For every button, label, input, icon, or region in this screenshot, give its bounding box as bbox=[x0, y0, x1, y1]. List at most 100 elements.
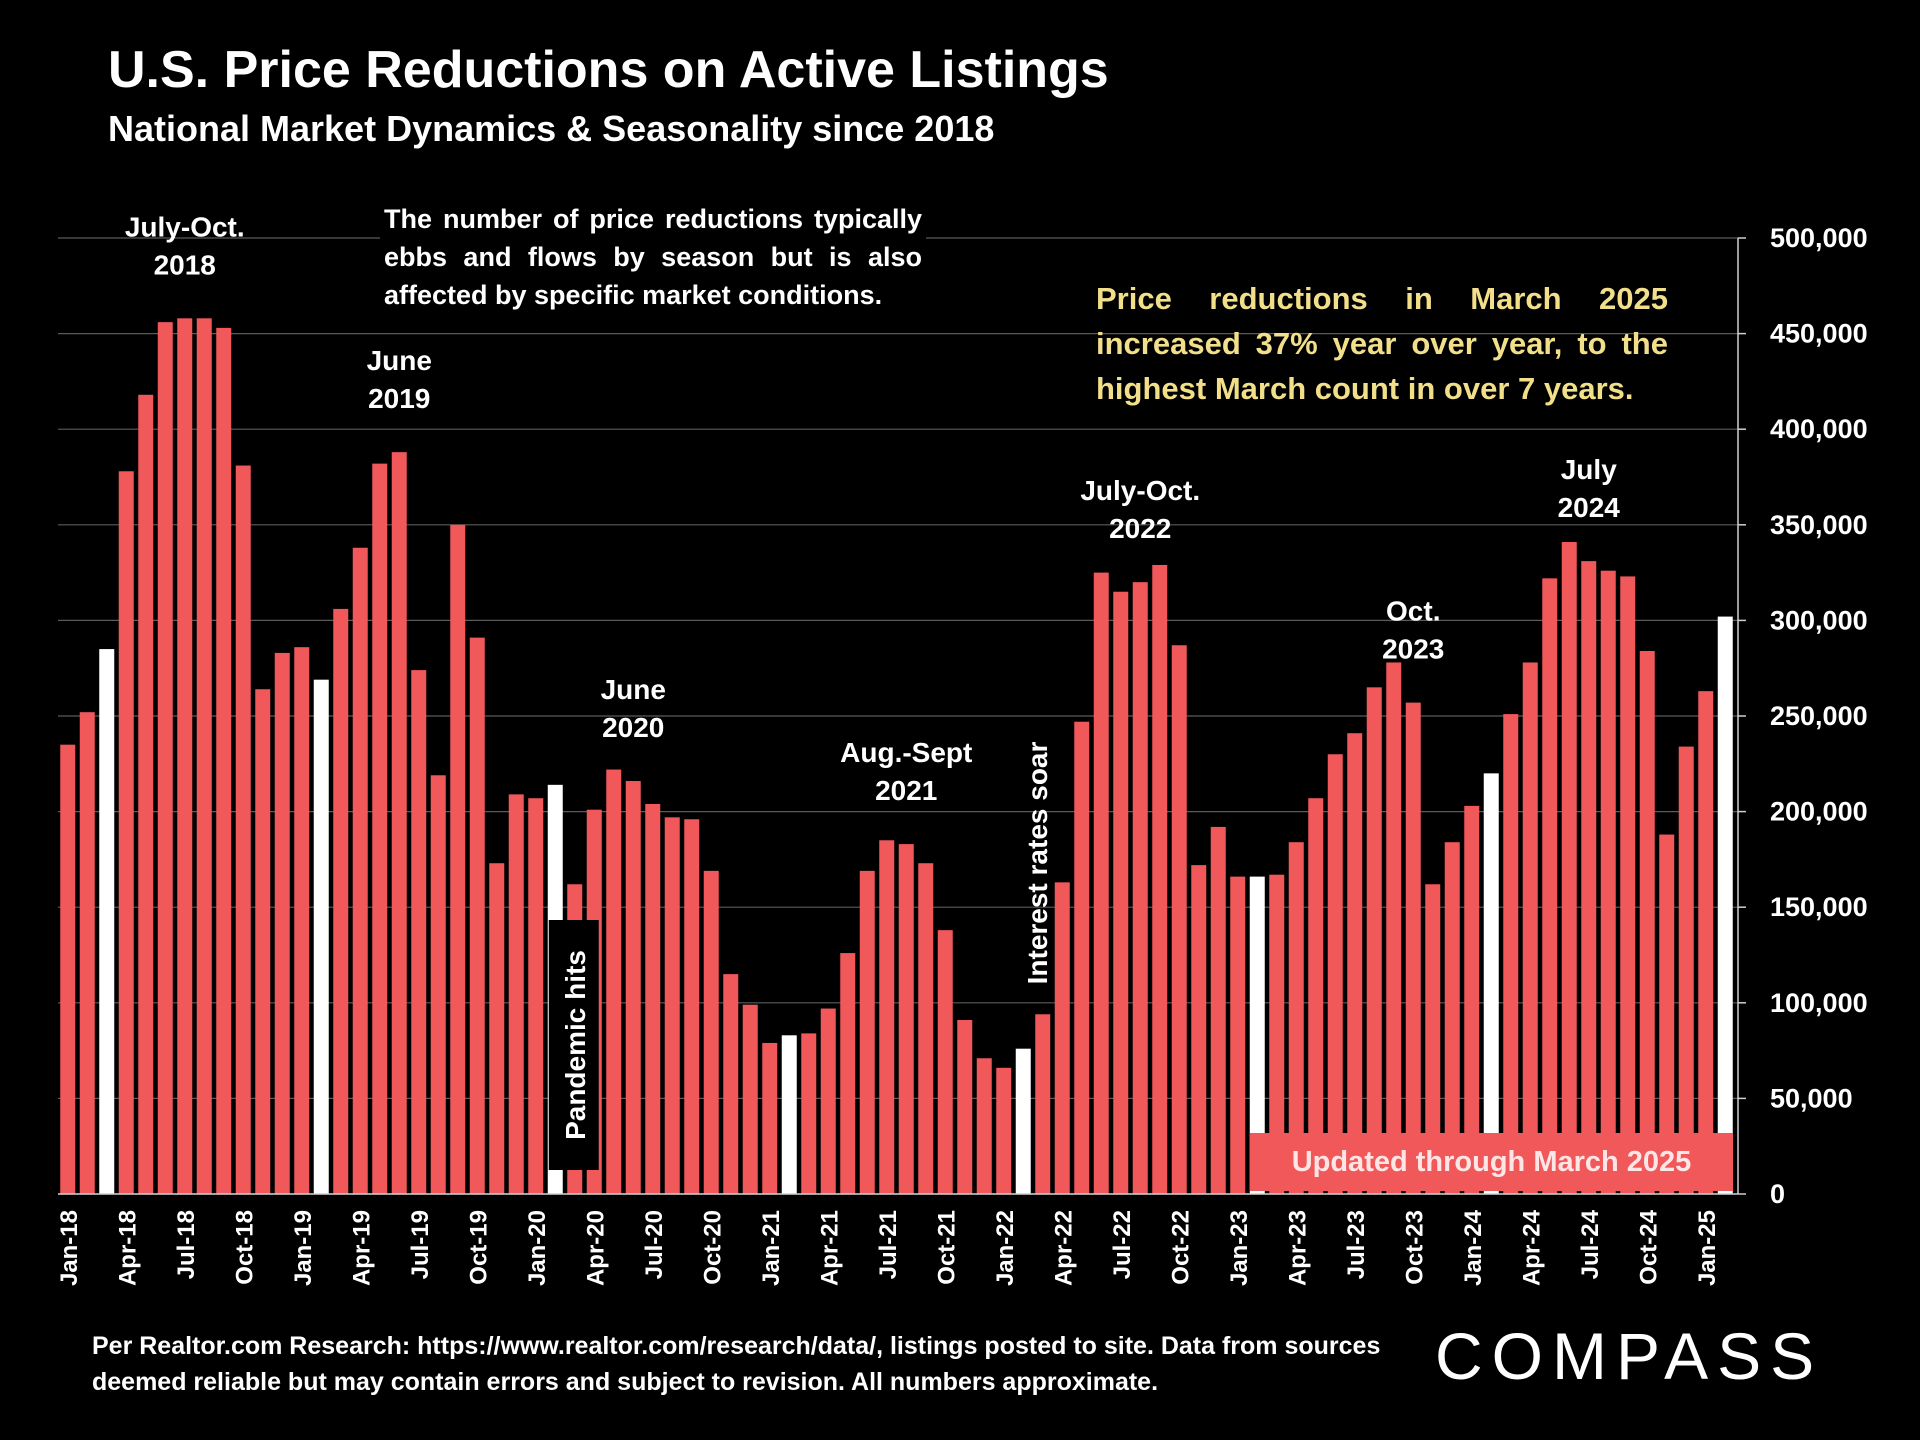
highlight-note: Price reductions in March 2025 increased… bbox=[1096, 281, 1668, 406]
bar bbox=[1717, 616, 1733, 1194]
bar bbox=[957, 1020, 973, 1194]
peak-callout: June 2019 bbox=[367, 345, 432, 414]
x-tick-label: Jan-20 bbox=[524, 1210, 551, 1286]
compass-logo: COMPASS bbox=[1435, 1319, 1824, 1393]
bar bbox=[976, 1058, 992, 1194]
y-tick-label: 150,000 bbox=[1770, 892, 1868, 922]
x-tick-label: Apr-21 bbox=[816, 1210, 843, 1286]
x-tick-label: Jul-21 bbox=[875, 1210, 902, 1279]
bar bbox=[1171, 645, 1187, 1194]
bar bbox=[313, 679, 329, 1194]
x-tick-label: Jul-23 bbox=[1343, 1210, 1370, 1279]
bar bbox=[1113, 591, 1129, 1194]
peak-callout: Oct. 2023 bbox=[1382, 596, 1444, 665]
bar bbox=[606, 769, 622, 1194]
x-tick-label: Jul-22 bbox=[1109, 1210, 1136, 1279]
bar bbox=[450, 524, 466, 1194]
bar bbox=[1620, 576, 1636, 1194]
bar bbox=[664, 817, 680, 1194]
bar bbox=[60, 744, 76, 1194]
bar bbox=[430, 775, 446, 1194]
bar bbox=[859, 870, 875, 1194]
bar bbox=[274, 652, 290, 1194]
x-tick-label: Oct-23 bbox=[1401, 1210, 1428, 1285]
bar bbox=[1210, 826, 1226, 1194]
x-tick-label: Oct-18 bbox=[231, 1210, 258, 1285]
bar bbox=[469, 637, 485, 1194]
peak-callout: July-Oct. 2018 bbox=[125, 211, 245, 280]
bar bbox=[1347, 733, 1363, 1194]
y-tick-label: 350,000 bbox=[1770, 510, 1868, 540]
bar bbox=[118, 471, 134, 1194]
bar bbox=[1327, 754, 1343, 1194]
bar bbox=[1542, 578, 1558, 1194]
bar bbox=[1561, 542, 1577, 1194]
bar bbox=[820, 1008, 836, 1194]
x-tick-label: Jan-23 bbox=[1226, 1210, 1253, 1286]
bar bbox=[1269, 874, 1285, 1194]
bar bbox=[235, 465, 251, 1194]
bar bbox=[1405, 702, 1421, 1194]
bar bbox=[1054, 882, 1070, 1194]
bar bbox=[1074, 721, 1090, 1194]
y-tick-label: 400,000 bbox=[1770, 414, 1868, 444]
bar bbox=[840, 953, 856, 1194]
bar bbox=[1386, 662, 1402, 1194]
bar bbox=[723, 974, 739, 1194]
bar bbox=[1035, 1014, 1051, 1194]
y-tick-label: 500,000 bbox=[1770, 223, 1868, 253]
bar bbox=[528, 798, 544, 1194]
x-tick-label: Jul-24 bbox=[1577, 1209, 1604, 1279]
x-tick-label: Apr-24 bbox=[1518, 1209, 1545, 1286]
y-tick-label: 50,000 bbox=[1770, 1083, 1853, 1113]
bar bbox=[508, 794, 524, 1194]
bar bbox=[1639, 650, 1655, 1194]
bar bbox=[1366, 687, 1382, 1194]
bar bbox=[1093, 572, 1109, 1194]
bar bbox=[196, 318, 212, 1195]
seasonality-note: The number of price reductions typically… bbox=[380, 200, 926, 314]
y-tick-label: 100,000 bbox=[1770, 988, 1868, 1018]
bar bbox=[1678, 746, 1694, 1194]
bar bbox=[138, 394, 154, 1194]
y-tick-label: 300,000 bbox=[1770, 605, 1868, 635]
bar bbox=[255, 689, 271, 1194]
x-tick-label: Apr-22 bbox=[1050, 1210, 1077, 1286]
rates-annotation: Interest rates soar bbox=[1022, 742, 1053, 985]
bar bbox=[294, 647, 310, 1194]
bar bbox=[411, 670, 427, 1194]
annotation-backdrop bbox=[548, 920, 599, 1170]
bar bbox=[489, 863, 505, 1194]
x-tick-label: Jan-18 bbox=[56, 1210, 83, 1286]
x-tick-label: Jan-25 bbox=[1694, 1210, 1721, 1286]
y-tick-label: 450,000 bbox=[1770, 319, 1868, 349]
x-tick-label: Jan-21 bbox=[758, 1210, 785, 1286]
peak-callout: Aug.-Sept 2021 bbox=[840, 737, 972, 806]
bar bbox=[1444, 842, 1460, 1194]
bar bbox=[1581, 561, 1597, 1194]
x-tick-label: Jul-20 bbox=[641, 1210, 668, 1279]
bar bbox=[1191, 865, 1207, 1194]
bar bbox=[1503, 714, 1519, 1194]
x-tick-label: Oct-19 bbox=[465, 1210, 492, 1285]
bar bbox=[1230, 876, 1246, 1194]
bar bbox=[781, 1035, 797, 1194]
bar bbox=[1152, 564, 1168, 1194]
peak-callout: June 2020 bbox=[601, 674, 666, 743]
bar bbox=[801, 1033, 817, 1194]
bar bbox=[1249, 876, 1265, 1194]
peak-callout: July 2024 bbox=[1558, 454, 1621, 523]
pandemic-annotation: Pandemic hits bbox=[560, 950, 591, 1140]
bar bbox=[352, 547, 368, 1194]
bar bbox=[372, 463, 388, 1195]
y-tick-label: 0 bbox=[1770, 1179, 1785, 1209]
bar bbox=[1483, 773, 1499, 1194]
bar bbox=[937, 930, 953, 1194]
source-footnote: Per Realtor.com Research: https://www.re… bbox=[92, 1332, 1381, 1396]
bar bbox=[918, 863, 934, 1194]
bar bbox=[898, 844, 914, 1194]
x-tick-label: Apr-19 bbox=[348, 1210, 375, 1286]
bar bbox=[879, 840, 895, 1194]
x-tick-label: Apr-23 bbox=[1284, 1210, 1311, 1286]
